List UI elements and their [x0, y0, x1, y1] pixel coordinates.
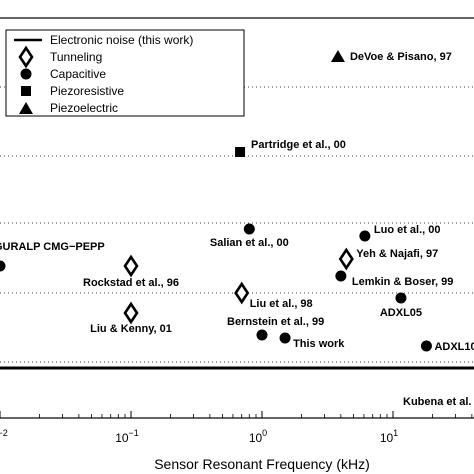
diamond-shape [123, 301, 139, 325]
tick-exponent: 0 [262, 428, 267, 438]
legend-box [5, 29, 245, 117]
legend-entry-electronic-noise-this-work: Electronic noise (this work) [50, 33, 193, 47]
label-luo-et-al-00: Luo et al., 00 [374, 224, 441, 236]
diamond-shape [234, 281, 250, 305]
marker-devoe-pisano-97 [330, 50, 345, 62]
tick-exponent: 1 [393, 428, 398, 438]
plot-frame [0, 17, 474, 419]
x-tick-label: 10−2 [0, 428, 8, 445]
x-tick-label: 100 [249, 428, 267, 445]
legend-circle-swatch [20, 68, 32, 80]
marker-adxl05 [395, 292, 407, 304]
marker-bernstein-et-al-99 [256, 329, 268, 341]
label-partridge-et-al-00: Partridge et al., 00 [251, 139, 346, 151]
marker-liu-et-al-98 [234, 281, 250, 305]
label-liu-kenny-01: Liu & Kenny, 01 [90, 323, 172, 335]
label-adxl05: ADXL05 [380, 307, 422, 319]
label-guralp-cmg-pepp: GURALP CMG−PEPP [0, 241, 105, 253]
data-markers [0, 50, 432, 352]
marker-lemkin-boser-99 [335, 270, 347, 282]
marker-liu-kenny-01 [123, 301, 139, 325]
legend: Electronic noise (this work) Tunneling Cap… [5, 29, 245, 117]
point-labels: DeVoe & Pisano, 97 Partridge et al., 00 Sa… [0, 51, 474, 408]
marker-luo-et-al-00 [359, 230, 371, 242]
tick-exponent: −1 [129, 428, 139, 438]
label-lemkin-boser-99: Lemkin & Boser, 99 [352, 276, 454, 288]
x-tick-label: 10−1 [115, 428, 139, 445]
plot-border [0, 17, 474, 419]
label-adxl10: ADXL10 [434, 341, 474, 353]
legend-entry-tunneling: Tunneling [50, 50, 102, 64]
marker-guralp-cmg-pepp [0, 260, 6, 272]
marker-partridge-et-al-00 [235, 147, 246, 157]
legend-entry-capacitive: Capacitive [50, 67, 106, 81]
marker-rockstad-et-al-96 [123, 254, 139, 278]
tick-base: 10 [115, 431, 129, 445]
label-this-work: This work [293, 338, 345, 350]
tick-exponent: −2 [0, 428, 8, 438]
label-salian-et-al-00: Salian et al., 00 [210, 237, 289, 249]
marker-salian-et-al-00 [243, 223, 255, 235]
tick-base: 10 [380, 431, 394, 445]
label-rockstad-et-al-96: Rockstad et al., 96 [83, 277, 179, 289]
tick-base: 10 [249, 431, 263, 445]
legend-entry-piezoresistive: Piezoresistive [50, 84, 124, 98]
diamond-shape [18, 45, 34, 69]
marker-this-work [279, 332, 291, 344]
diamond-shape [338, 247, 354, 271]
label-yeh-najafi-97: Yeh & Najafi, 97 [356, 248, 438, 260]
x-tick-label: 101 [380, 428, 398, 445]
label-kubena-et-al: Kubena et al. [403, 396, 471, 408]
legend-triangle-swatch [19, 102, 33, 114]
label-bernstein-et-al-99: Bernstein et al., 99 [227, 316, 324, 328]
marker-yeh-najafi-97 [338, 247, 354, 271]
legend-square-swatch [21, 86, 31, 96]
legend-entry-piezoelectric: Piezoelectric [50, 101, 118, 115]
x-axis-label: Sensor Resonant Frequency (kHz) [154, 456, 370, 472]
marker-adxl10 [420, 340, 432, 352]
diamond-shape [123, 254, 139, 278]
label-liu-et-al-98: Liu et al., 98 [250, 298, 313, 310]
legend-diamond-swatch [18, 45, 34, 69]
label-devoe-pisano-97: DeVoe & Pisano, 97 [350, 51, 452, 63]
